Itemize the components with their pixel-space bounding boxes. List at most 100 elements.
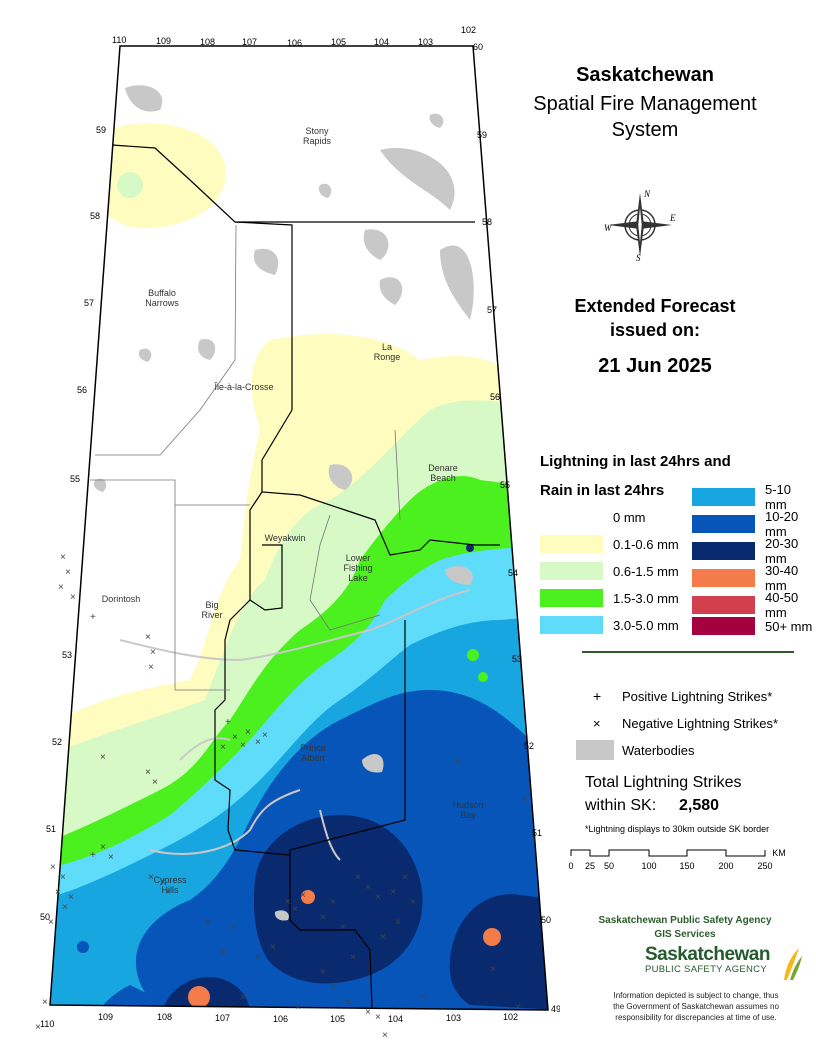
lat-label: 54 xyxy=(508,568,518,578)
place-cypress-hills: Cypress Hills xyxy=(153,875,187,895)
svg-text:×: × xyxy=(402,872,408,883)
map-title: Saskatchewan xyxy=(576,64,714,86)
disclaimer: Information depicted is subject to chang… xyxy=(585,990,807,1023)
svg-text:×: × xyxy=(345,997,351,1008)
svg-text:×: × xyxy=(230,922,236,933)
svg-text:×: × xyxy=(295,1002,301,1013)
svg-text:×: × xyxy=(108,852,114,863)
svg-text:×: × xyxy=(270,942,276,953)
lat-label: 52 xyxy=(52,737,62,747)
svg-text:×: × xyxy=(375,892,381,903)
svg-text:×: × xyxy=(152,777,158,788)
rain-legend-label: 40-50 mm xyxy=(765,590,799,620)
forecast-date: 21 Jun 2025 xyxy=(598,355,712,377)
graticule-labels: 110 109 108 107 106 105 104 103 102 60 5… xyxy=(40,25,560,1029)
lightning-note: *Lightning displays to 30km outside SK b… xyxy=(585,824,770,834)
svg-text:×: × xyxy=(355,872,361,883)
rain-legend-swatch xyxy=(692,488,755,506)
svg-text:×: × xyxy=(255,737,261,748)
svg-text:×: × xyxy=(420,992,426,1003)
lon-label: 108 xyxy=(200,37,215,47)
total-strikes-value: 2,580 xyxy=(679,797,720,814)
forecast-issued: issued on: xyxy=(609,320,700,340)
agency-line-1: Saskatchewan Public Safety Agency xyxy=(598,915,772,926)
legend-divider xyxy=(582,651,794,653)
lightning-rain-map: ××× ×+× ××× ××+ ××× × ×× +×× ××× ××× × ×× … xyxy=(35,25,560,1041)
svg-text:×: × xyxy=(55,887,61,898)
svg-text:×: × xyxy=(60,872,66,883)
lon-label: 109 xyxy=(98,1012,113,1022)
lat-label: 53 xyxy=(62,650,72,660)
compass-w: W xyxy=(604,223,613,233)
svg-text:×: × xyxy=(490,964,496,975)
agency-line-2: GIS Services xyxy=(654,929,716,940)
forecast-heading: Extended Forecast xyxy=(574,296,736,316)
rivers xyxy=(119,589,471,861)
svg-text:+: + xyxy=(90,850,96,861)
negative-strike-icon: × xyxy=(593,716,601,731)
total-strikes-label-2: within SK: xyxy=(585,797,657,814)
svg-text:×: × xyxy=(395,917,401,928)
lon-label: 108 xyxy=(157,1012,172,1022)
lat-label: 56 xyxy=(490,392,500,402)
svg-text:×: × xyxy=(382,1030,388,1041)
lat-label: 51 xyxy=(46,824,56,834)
place-la-ronge: La Ronge xyxy=(374,342,401,362)
rain-legend-item: 0 mm xyxy=(540,508,646,526)
place-labels: Stony Rapids Buffalo Narrows La Ronge Île-à… xyxy=(102,126,484,895)
rain-zone-10-20-sw xyxy=(80,985,160,1010)
disclaimer-line: responsibility for discrepancies at time… xyxy=(615,1013,777,1022)
svg-text:×: × xyxy=(220,947,226,958)
svg-text:×: × xyxy=(68,892,74,903)
lat-label: 58 xyxy=(482,217,492,227)
scale-tick: 0 xyxy=(568,861,573,871)
rain-zone-spot xyxy=(478,672,488,682)
place-buffalo-narrows: Buffalo Narrows xyxy=(145,288,179,308)
compass-e: E xyxy=(669,213,676,223)
lat-label: 52 xyxy=(524,741,534,751)
svg-text:×: × xyxy=(285,897,291,908)
logo-word: Saskatchewan xyxy=(645,944,770,965)
svg-text:×: × xyxy=(205,917,211,928)
rain-legend-swatch xyxy=(692,515,755,533)
svg-text:×: × xyxy=(145,767,151,778)
svg-text:×: × xyxy=(262,730,268,741)
agency-logo: Saskatchewan PUBLIC SAFETY AGENCY xyxy=(645,944,805,984)
place-ile-a-la-crosse: Île-à-la-Crosse xyxy=(213,382,273,392)
rain-zone-spot xyxy=(467,649,479,661)
svg-text:×: × xyxy=(380,932,386,943)
svg-text:×: × xyxy=(50,862,56,873)
svg-text:×: × xyxy=(320,967,326,978)
svg-text:×: × xyxy=(148,872,154,883)
waterbodies xyxy=(93,85,474,921)
rain-legend-label: 1.5-3.0 mm xyxy=(613,590,679,606)
lat-label: 56 xyxy=(77,385,87,395)
map-subtitle-line: Spatial Fire Management xyxy=(533,93,757,115)
waterbody-swatch xyxy=(576,740,614,760)
lon-label: 103 xyxy=(418,37,433,47)
svg-text:×: × xyxy=(330,897,336,908)
rain-zones xyxy=(50,85,548,1010)
svg-text:×: × xyxy=(240,992,246,1003)
lon-label: 110 xyxy=(112,35,126,45)
scale-tick: 50 xyxy=(604,861,614,871)
rain-legend-label: 50+ mm xyxy=(765,618,813,634)
place-weyakwin: Weyakwin xyxy=(265,533,306,543)
lon-label: 105 xyxy=(330,1014,345,1024)
lat-label: 55 xyxy=(500,480,510,490)
scale-tick: 200 xyxy=(718,861,733,871)
svg-text:×: × xyxy=(42,997,48,1008)
rain-zone-spot xyxy=(77,941,89,953)
place-big-river: Big River xyxy=(201,600,222,620)
rain-zone-30-40 xyxy=(301,890,315,904)
scale-tick: 250 xyxy=(757,861,772,871)
svg-text:×: × xyxy=(340,922,346,933)
svg-text:×: × xyxy=(48,917,54,928)
place-hudson-bay: Hudson Bay xyxy=(452,800,483,820)
rain-legend-label: 0.6-1.5 mm xyxy=(613,563,679,579)
svg-text:×: × xyxy=(330,982,336,993)
lon-label: 105 xyxy=(331,37,346,47)
rain-legend-swatch xyxy=(692,596,755,614)
lon-label: 107 xyxy=(215,1013,230,1023)
lon-label: 106 xyxy=(273,1014,288,1024)
